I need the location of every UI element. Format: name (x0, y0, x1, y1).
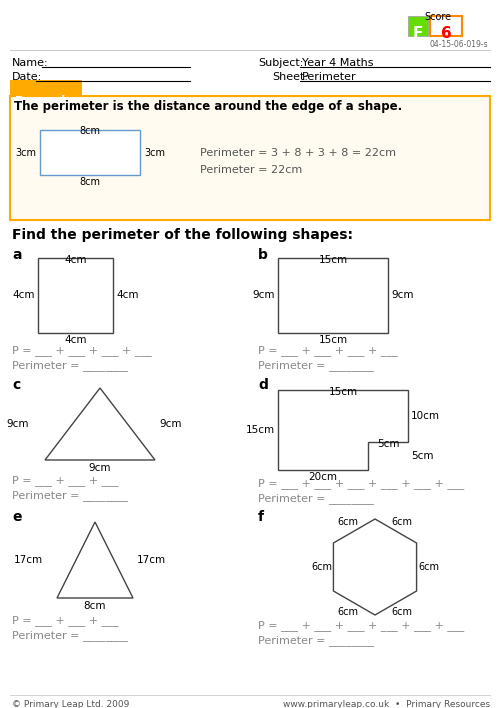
Text: b: b (258, 248, 268, 262)
Text: f: f (258, 510, 264, 524)
Text: 8cm: 8cm (80, 177, 100, 187)
Text: 9cm: 9cm (391, 290, 413, 300)
Text: 15cm: 15cm (318, 255, 348, 265)
Text: The perimeter is the distance around the edge of a shape.: The perimeter is the distance around the… (14, 100, 402, 113)
Bar (40, 130, 140, 175)
Text: 5cm: 5cm (411, 451, 434, 461)
Text: Perimeter: Perimeter (302, 72, 356, 82)
Text: 8cm: 8cm (80, 126, 100, 136)
Text: 04-15-06-019-s: 04-15-06-019-s (430, 40, 488, 49)
Text: Date:: Date: (12, 72, 42, 82)
Polygon shape (57, 522, 133, 598)
Text: Perimeter = ________: Perimeter = ________ (12, 360, 128, 371)
Bar (38, 258, 113, 333)
Text: 9cm: 9cm (159, 419, 182, 429)
Text: Perimeter = ________: Perimeter = ________ (258, 360, 374, 371)
Text: Score: Score (424, 12, 452, 22)
Bar (408, 16, 428, 36)
Text: 15cm: 15cm (318, 335, 348, 345)
Text: 6cm: 6cm (392, 607, 412, 617)
Text: 4cm: 4cm (116, 290, 138, 300)
Text: Perimeter = 22cm: Perimeter = 22cm (200, 165, 302, 175)
Text: 3cm: 3cm (15, 147, 36, 157)
Bar (430, 16, 462, 36)
Bar (278, 258, 388, 333)
Text: 17cm: 17cm (14, 555, 43, 565)
Bar (10, 80, 82, 96)
Text: Perimeter = ________: Perimeter = ________ (258, 635, 374, 646)
Text: 6cm: 6cm (392, 518, 412, 527)
Text: Name:: Name: (12, 58, 49, 68)
Text: Find the perimeter of the following shapes:: Find the perimeter of the following shap… (12, 228, 353, 242)
Text: 8cm: 8cm (84, 601, 106, 611)
Text: 3cm: 3cm (144, 147, 165, 157)
Text: Subject:: Subject: (258, 58, 304, 68)
Text: F: F (413, 26, 423, 41)
Text: Perimeter = ________: Perimeter = ________ (12, 490, 128, 501)
Text: 15cm: 15cm (328, 387, 358, 397)
Text: Perimeter = ________: Perimeter = ________ (258, 493, 374, 504)
Text: 10cm: 10cm (411, 411, 440, 421)
Text: P = ___ + ___ + ___ + ___ + ___ + ___: P = ___ + ___ + ___ + ___ + ___ + ___ (258, 478, 464, 489)
Polygon shape (278, 390, 408, 470)
Text: 9cm: 9cm (89, 463, 111, 473)
Text: 6cm: 6cm (311, 562, 332, 572)
Text: e: e (12, 510, 22, 524)
Text: 6: 6 (440, 26, 452, 41)
Text: 17cm: 17cm (137, 555, 166, 565)
Text: www.primaryleap.co.uk  •  Primary Resources: www.primaryleap.co.uk • Primary Resource… (283, 700, 490, 708)
Text: P = ___ + ___ + ___: P = ___ + ___ + ___ (12, 475, 118, 486)
Text: 6cm: 6cm (338, 607, 358, 617)
Polygon shape (45, 388, 155, 460)
Text: 4cm: 4cm (12, 290, 35, 300)
Text: 6cm: 6cm (338, 518, 358, 527)
Text: P = ___ + ___ + ___: P = ___ + ___ + ___ (12, 615, 118, 626)
Text: Perimeter = ________: Perimeter = ________ (12, 630, 128, 641)
Bar (10, 96, 490, 220)
Text: 5cm: 5cm (377, 439, 399, 449)
Text: 20cm: 20cm (308, 472, 338, 482)
Text: c: c (12, 378, 20, 392)
Text: P = ___ + ___ + ___ + ___ + ___ + ___: P = ___ + ___ + ___ + ___ + ___ + ___ (258, 620, 464, 631)
Text: Year 4 Maths: Year 4 Maths (302, 58, 374, 68)
Text: 4cm: 4cm (64, 335, 87, 345)
Text: Example:: Example: (14, 95, 79, 108)
Polygon shape (334, 519, 416, 615)
Text: 4cm: 4cm (64, 255, 87, 265)
Text: Sheet:: Sheet: (272, 72, 308, 82)
Text: Perimeter = 3 + 8 + 3 + 8 = 22cm: Perimeter = 3 + 8 + 3 + 8 = 22cm (200, 148, 396, 158)
Text: P = ___ + ___ + ___ + ___: P = ___ + ___ + ___ + ___ (258, 345, 398, 356)
Text: a: a (12, 248, 22, 262)
Text: 9cm: 9cm (6, 419, 29, 429)
Text: © Primary Leap Ltd. 2009: © Primary Leap Ltd. 2009 (12, 700, 130, 708)
Text: P = ___ + ___ + ___ + ___: P = ___ + ___ + ___ + ___ (12, 345, 152, 356)
Text: 9cm: 9cm (252, 290, 275, 300)
Text: 15cm: 15cm (246, 425, 275, 435)
Text: d: d (258, 378, 268, 392)
Text: 6cm: 6cm (418, 562, 439, 572)
